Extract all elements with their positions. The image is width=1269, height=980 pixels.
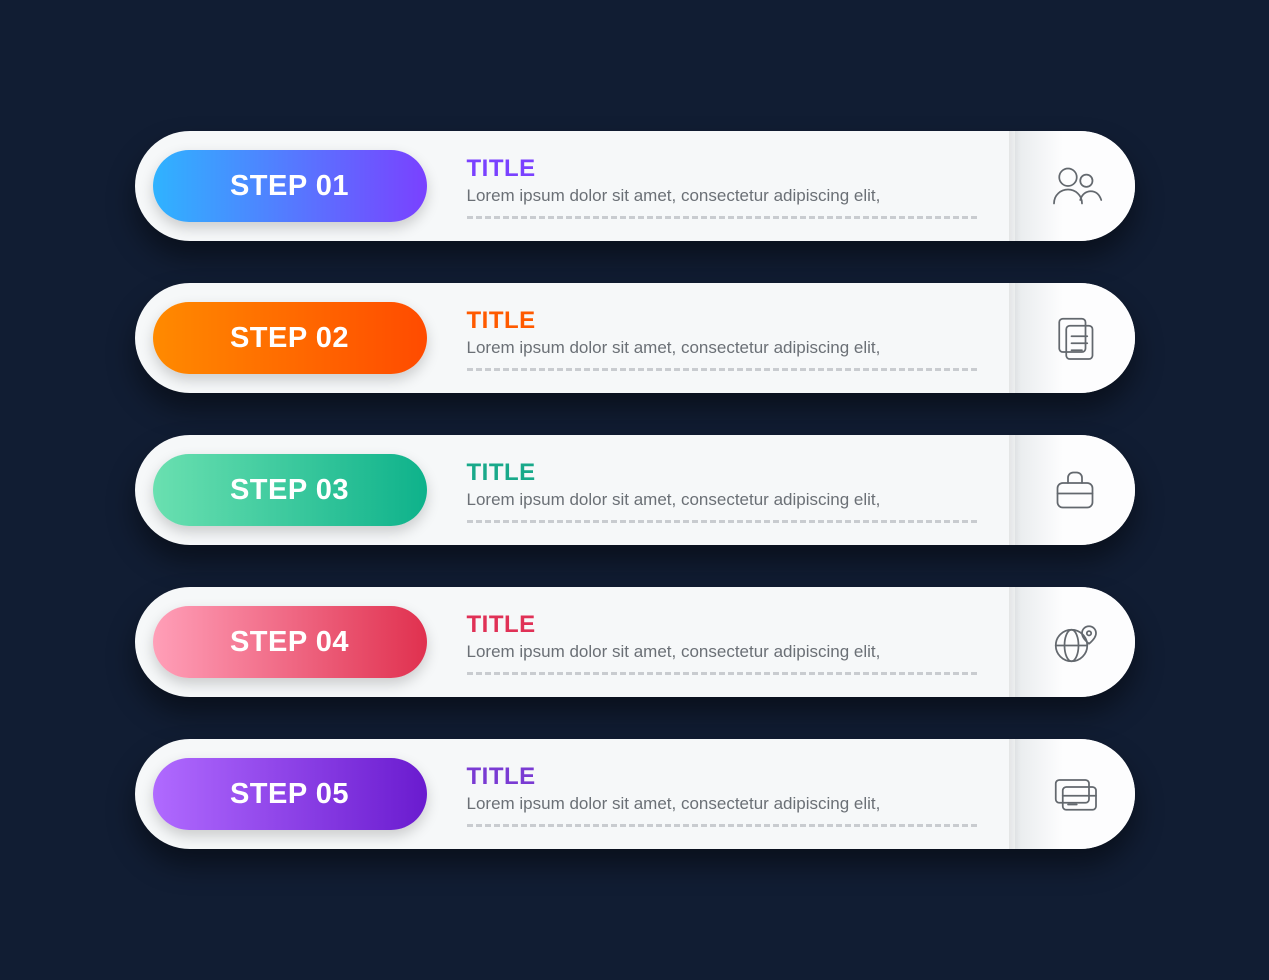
step-icon-panel (1015, 587, 1135, 697)
step-row: STEP 02 TITLE Lorem ipsum dolor sit amet… (135, 283, 1135, 393)
step-row: STEP 05 TITLE Lorem ipsum dolor sit amet… (135, 739, 1135, 849)
step-icon-panel (1015, 283, 1135, 393)
step-row: STEP 01 TITLE Lorem ipsum dolor sit amet… (135, 131, 1135, 241)
step-content: TITLE Lorem ipsum dolor sit amet, consec… (467, 597, 977, 689)
step-pill: STEP 02 (153, 302, 427, 374)
step-icon-panel (1015, 435, 1135, 545)
step-content: TITLE Lorem ipsum dolor sit amet, consec… (467, 293, 977, 385)
step-icon-panel (1015, 739, 1135, 849)
users-icon (1047, 158, 1103, 214)
documents-icon (1047, 310, 1103, 366)
step-title: TITLE (467, 307, 977, 335)
step-pill: STEP 05 (153, 758, 427, 830)
briefcase-icon (1047, 462, 1103, 518)
step-content: TITLE Lorem ipsum dolor sit amet, consec… (467, 445, 977, 537)
step-description: Lorem ipsum dolor sit amet, consectetur … (467, 489, 977, 512)
step-divider (467, 824, 977, 827)
step-pill-label: STEP 01 (230, 170, 349, 203)
step-divider (467, 520, 977, 523)
step-description: Lorem ipsum dolor sit amet, consectetur … (467, 337, 977, 360)
step-content: TITLE Lorem ipsum dolor sit amet, consec… (467, 749, 977, 841)
step-pill-label: STEP 02 (230, 322, 349, 355)
globe-icon (1047, 614, 1103, 670)
step-pill: STEP 04 (153, 606, 427, 678)
step-row: STEP 04 TITLE Lorem ipsum dolor sit amet… (135, 587, 1135, 697)
step-pill-label: STEP 04 (230, 626, 349, 659)
step-pill-label: STEP 03 (230, 474, 349, 507)
step-divider (467, 672, 977, 675)
step-description: Lorem ipsum dolor sit amet, consectetur … (467, 185, 977, 208)
cards-icon (1047, 766, 1103, 822)
step-pill-label: STEP 05 (230, 778, 349, 811)
step-divider (467, 368, 977, 371)
step-title: TITLE (467, 459, 977, 487)
step-title: TITLE (467, 611, 977, 639)
step-divider (467, 216, 977, 219)
step-row: STEP 03 TITLE Lorem ipsum dolor sit amet… (135, 435, 1135, 545)
step-title: TITLE (467, 155, 977, 183)
infographic-steps: STEP 01 TITLE Lorem ipsum dolor sit amet… (135, 131, 1135, 849)
step-title: TITLE (467, 763, 977, 791)
step-content: TITLE Lorem ipsum dolor sit amet, consec… (467, 141, 977, 233)
step-pill: STEP 03 (153, 454, 427, 526)
step-icon-panel (1015, 131, 1135, 241)
step-description: Lorem ipsum dolor sit amet, consectetur … (467, 641, 977, 664)
step-description: Lorem ipsum dolor sit amet, consectetur … (467, 793, 977, 816)
step-pill: STEP 01 (153, 150, 427, 222)
